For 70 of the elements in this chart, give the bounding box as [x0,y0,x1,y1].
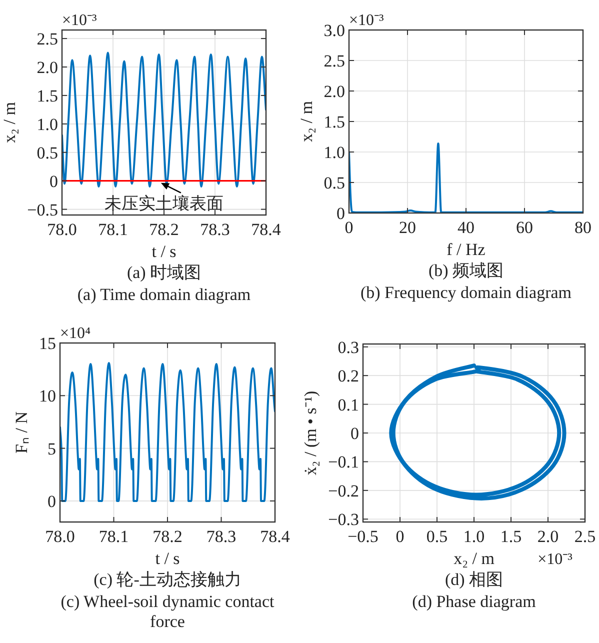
y-tick-label: 1.0 [36,114,58,134]
y-tick-label: 15 [39,334,56,353]
y-tick-label: 1.0 [324,143,345,162]
y-tick-label: 1.5 [36,86,58,106]
y-tick-label: 0.5 [36,143,58,162]
x-axis-title: t / s [155,549,180,568]
text: (a) Time domain diagram [77,285,251,304]
y-axis-title: x₂ / m [0,102,20,143]
y-tick-label: 2.0 [36,58,58,77]
text: (a) 时域图 [126,263,202,282]
text: ×10⁻³ [538,551,573,568]
text: ×10⁴ [60,325,92,342]
line-series [349,142,583,213]
x-tick-label: 78.1 [98,220,128,239]
y-tick-label: 0 [350,424,359,443]
y-tick-label: 1.5 [324,112,345,132]
line-series [60,362,275,502]
x-axis-title: x₂ / m [454,549,494,568]
x-tick-label: 0 [396,527,404,546]
y-tick-label: 0 [50,172,58,191]
x-axis-title: f / Hz [446,240,486,259]
annotation: 未压实土壤表面 [104,194,224,213]
x-tick-label: 78.0 [45,527,75,546]
x-tick-label: 78.3 [206,527,236,546]
text: (d) Phase diagram [412,592,536,611]
x-tick-label: 78.2 [149,220,179,239]
text: (c) Wheel-soil dynamic contact force [60,592,275,631]
y-tick-label: −0.5 [27,200,58,220]
y-tick-label: 2.5 [36,30,58,49]
y-tick-label: 0.2 [338,366,359,386]
y-tick-label: 2.0 [324,82,345,101]
line-series [389,364,566,500]
x-tick-label: 78.3 [200,220,230,239]
y-tick-label: 0.5 [324,174,345,192]
text: ×10⁻³ [62,12,98,29]
y-axis-title: ẋ₂ / (m • s⁻¹) [301,390,320,476]
y-tick-label: 0 [48,492,56,511]
y-tick-label: 10 [39,386,56,406]
y-axis-title: x₂ / m [296,101,316,142]
line-series [62,52,266,188]
x-tick-label: 80 [574,218,592,237]
x-tick-label: 78.1 [98,527,129,546]
y-tick-label: 2.5 [324,52,345,70]
y-axis-title: Fₙ / N [12,412,31,454]
x-tick-label: 2.0 [537,527,559,546]
y-tick-label: 0.1 [338,395,359,414]
x-tick-label: 40 [458,218,474,237]
x-tick-label: 78.0 [47,220,77,239]
y-tick-label: 5 [48,439,56,458]
y-tick-label: 0.3 [338,338,359,357]
x-tick-label: 78.4 [251,220,282,239]
x-tick-label: 0.5 [426,527,448,546]
y-tick-label: −0.1 [328,452,359,472]
text: (b) Frequency domain diagram [360,283,572,302]
x-tick-label: 78.4 [260,527,290,546]
y-tick-label: −0.2 [328,481,359,500]
x-tick-label: 78.2 [152,527,182,546]
text: (c) 轮-土动态接触力 [94,570,242,589]
x-tick-label: 2.5 [574,527,596,546]
y-tick-label: −0.3 [328,510,359,530]
x-tick-label: 20 [399,218,416,237]
y-tick-label: 3.0 [324,21,345,40]
text: (d) 相图 [444,570,504,589]
x-tick-label: 60 [516,218,533,237]
text: ×10⁻³ [349,12,384,29]
text: (b) 频域图 [428,261,504,280]
x-tick-label: 1.0 [463,527,485,546]
y-tick-label: 0 [336,204,345,223]
x-axis-title: t / s [152,242,176,261]
x-tick-label: 1.5 [500,527,522,546]
